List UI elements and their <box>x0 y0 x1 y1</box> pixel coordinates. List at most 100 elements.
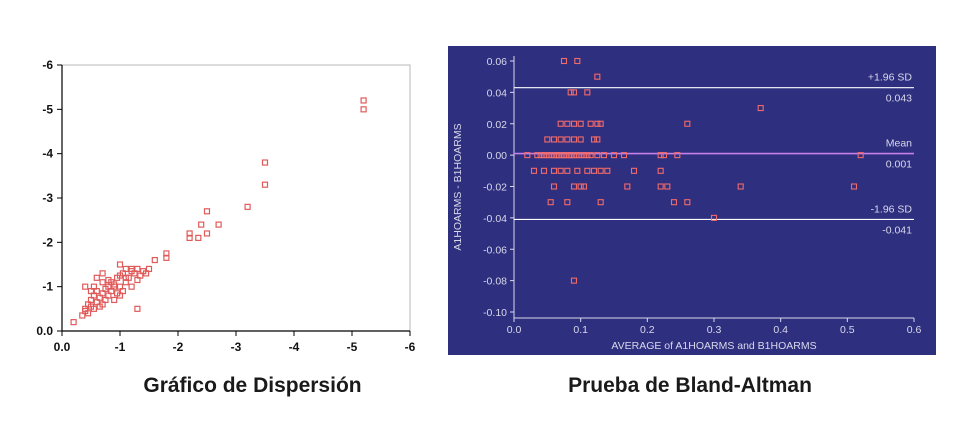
left-data-point <box>195 234 202 241</box>
right-data-point <box>597 199 604 206</box>
left-x-tick-label: -2 <box>173 340 184 354</box>
right-data-point <box>550 183 558 190</box>
left-data-point <box>198 221 205 228</box>
right-data-point <box>657 152 664 159</box>
left-x-tick-label: -6 <box>405 340 416 354</box>
left-data-point <box>360 106 367 113</box>
left-y-tick-label: -3 <box>42 191 53 205</box>
left-data-point <box>128 283 135 290</box>
right-data-point <box>570 183 578 190</box>
right-data-point <box>577 152 584 159</box>
left-data-point <box>105 276 112 284</box>
left-y-tick-label: -1 <box>42 280 53 294</box>
left-data-point <box>116 272 124 279</box>
right-data-point <box>550 167 558 174</box>
right-y-tick-label: 0.04 <box>487 87 508 99</box>
right-data-point <box>570 152 578 159</box>
right-data-point <box>620 152 628 159</box>
right-data-point <box>857 152 864 159</box>
right-data-point <box>570 89 578 96</box>
right-x-axis-label: AVERAGE of A1HOARMS and B1HOARMS <box>611 340 816 352</box>
left-data-point <box>261 181 269 188</box>
right-data-point <box>550 136 558 143</box>
right-data-point <box>574 57 581 65</box>
left-data-point <box>111 281 118 288</box>
right-data-point <box>590 167 598 174</box>
left-data-point <box>134 265 141 273</box>
right-data-point <box>594 73 601 80</box>
right-data-point <box>590 136 598 143</box>
right-data-point <box>550 152 558 159</box>
left-data-point <box>116 261 124 268</box>
right-data-point <box>534 152 541 159</box>
left-y-ticks: 0.0 -1 -2 -3 -4 -5 -6 <box>36 58 62 338</box>
right-data-point <box>757 105 764 112</box>
right-data-point <box>564 120 571 127</box>
left-data-point <box>90 305 98 312</box>
left-x-tick-label: -3 <box>231 340 242 354</box>
right-data-point <box>567 152 574 159</box>
right-data-point <box>547 152 554 159</box>
right-x-tick-label: 0.1 <box>573 324 588 336</box>
right-data-point <box>574 167 581 174</box>
right-data-point <box>584 89 591 96</box>
right-data-point <box>557 152 564 159</box>
left-data-point <box>90 283 98 290</box>
right-data-point <box>554 152 561 159</box>
left-data-point <box>151 256 158 264</box>
left-y-tick-label: -2 <box>42 235 53 249</box>
left-data-point <box>122 274 129 281</box>
right-data-point <box>674 152 681 159</box>
reference-lines: +1.96 SD 0.043 Mean 0.001 -1.96 SD -0.041 <box>514 72 914 236</box>
right-x-tick-label: 0.4 <box>773 324 788 336</box>
right-data-point <box>684 199 691 206</box>
right-data-point <box>684 120 691 127</box>
right-data-point <box>564 199 571 206</box>
right-data-point <box>587 120 594 127</box>
right-data-point <box>587 152 594 159</box>
reference-line-label: -1.96 SD <box>871 203 913 215</box>
right-data-point <box>850 183 858 190</box>
right-data-point <box>570 120 578 127</box>
right-data-point <box>570 277 578 284</box>
left-data-point <box>82 283 89 290</box>
right-data-point <box>557 120 564 127</box>
right-y-ticks: 0.06 0.04 0.02 0.00 -0.02 -0.04 -0.06 -0.08 -0.1… <box>483 56 514 319</box>
left-y-tick-label: -6 <box>42 58 53 72</box>
right-data-point <box>600 152 608 159</box>
right-x-ticks: 0.0 0.1 0.2 0.3 0.4 0.5 0.6 <box>507 318 921 336</box>
left-x-tick-label: -1 <box>115 340 126 354</box>
left-y-tick-label: -5 <box>42 102 53 116</box>
right-x-tick-label: 0.0 <box>507 324 522 336</box>
right-data-point <box>564 136 571 143</box>
right-data-point <box>560 57 568 65</box>
right-y-tick-label: -0.06 <box>483 244 507 256</box>
right-data-point <box>594 136 601 143</box>
left-data-point <box>244 203 251 210</box>
left-data-points <box>70 97 367 326</box>
left-y-tick-label: -4 <box>42 147 53 161</box>
left-x-tick-label: -5 <box>347 340 358 354</box>
right-data-point <box>737 183 744 190</box>
right-data-point <box>584 167 591 174</box>
left-data-point <box>70 319 77 326</box>
right-data-point <box>710 214 718 221</box>
left-data-point <box>122 265 129 273</box>
right-data-point <box>540 167 548 174</box>
right-data-point <box>560 152 568 159</box>
right-data-point <box>567 89 574 96</box>
left-y-tick-label: 0.0 <box>36 324 53 338</box>
left-data-point <box>99 270 106 277</box>
left-chart-caption: Gráfico de Dispersión <box>143 374 362 397</box>
right-data-point <box>580 183 588 190</box>
right-data-point <box>594 152 601 159</box>
left-data-point <box>261 159 269 166</box>
right-data-point <box>670 199 678 206</box>
left-data-point <box>119 288 127 295</box>
right-y-axis-label: A1HOARMS - B1HOARMS <box>452 123 464 250</box>
right-y-tick-label: 0.02 <box>487 119 508 131</box>
right-data-point <box>544 152 551 159</box>
right-data-point <box>540 152 548 159</box>
left-data-point <box>128 265 135 273</box>
left-data-point <box>360 97 367 104</box>
